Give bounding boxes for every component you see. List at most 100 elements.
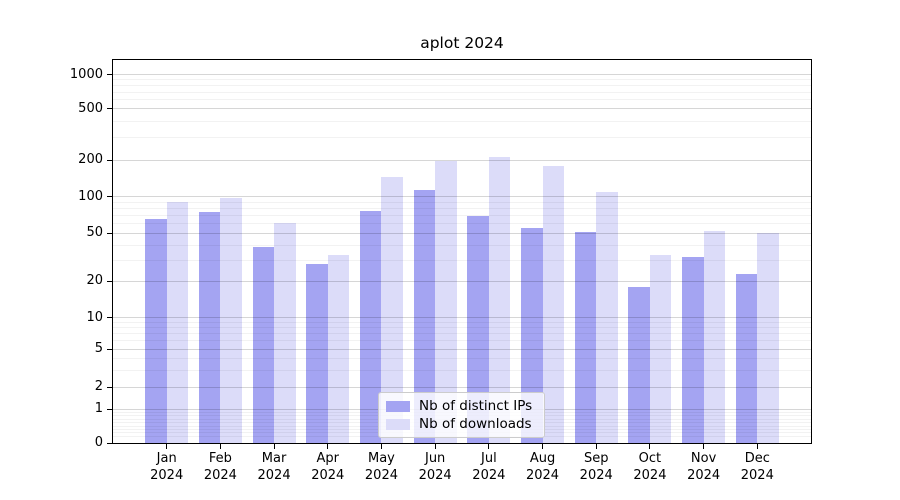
bar-ips-oct: [628, 287, 650, 443]
y-tick: [107, 196, 113, 198]
x-tick: [756, 444, 758, 449]
gridline-major: [113, 196, 811, 198]
x-tick: [380, 444, 382, 449]
bar-ips-mar: [252, 246, 275, 443]
x-tick: [434, 444, 436, 449]
bar-downloads-jan: [166, 201, 189, 443]
y-tick: [107, 108, 113, 110]
x-tick: [542, 444, 544, 449]
x-tick: [273, 444, 275, 449]
bar-ips-feb: [198, 212, 221, 443]
gridline-minor: [113, 215, 811, 217]
x-tick: [649, 444, 651, 449]
y-tick-label: 1: [94, 401, 103, 417]
x-tick: [327, 444, 329, 449]
gridline-major: [113, 232, 811, 234]
x-tick: [488, 444, 490, 449]
bar-ips-jul: [467, 215, 489, 443]
y-tick-label: 20: [86, 273, 103, 289]
legend-row-downloads: Nb of downloads: [386, 416, 536, 432]
gridline-minor: [113, 357, 811, 359]
y-tick-label: 200: [78, 152, 103, 168]
y-tick-label: 50: [86, 225, 103, 241]
x-tick-label: Jun 2024: [418, 451, 452, 483]
gridline-major: [113, 317, 811, 319]
y-tick-label: 10: [86, 309, 103, 325]
bar-downloads-oct: [649, 255, 672, 443]
gridline-minor: [113, 327, 811, 329]
legend-swatch-downloads: [386, 418, 410, 430]
gridline-major: [113, 159, 811, 161]
gridline-major: [113, 108, 811, 110]
gridline-minor: [113, 202, 811, 204]
gridline-minor: [113, 208, 811, 210]
gridline-minor: [113, 340, 811, 342]
y-tick-label: 500: [78, 100, 103, 116]
gridline-minor: [113, 223, 811, 225]
x-tick-label: Dec 2024: [740, 451, 774, 483]
gridline-minor: [113, 333, 811, 335]
bar-downloads-jul: [488, 157, 511, 443]
bar-downloads-may: [381, 176, 403, 443]
y-tick: [107, 159, 113, 161]
y-tick-label: 1000: [69, 66, 103, 82]
legend-swatch-ips: [386, 400, 410, 412]
x-tick-label: Feb 2024: [203, 451, 237, 483]
x-tick-label: Aug 2024: [525, 451, 560, 483]
bar-downloads-sep: [596, 191, 618, 443]
bar-downloads-nov: [703, 231, 726, 443]
y-tick-label: 5: [94, 341, 103, 356]
gridline-minor: [113, 91, 811, 93]
x-tick: [219, 444, 221, 449]
y-tick: [107, 442, 113, 444]
bar-ips-nov: [682, 256, 704, 443]
y-tick-label: 2: [94, 379, 103, 394]
bar-ips-may: [359, 210, 382, 443]
y-tick: [107, 232, 113, 234]
y-tick-label: 100: [78, 188, 103, 204]
y-tick: [107, 386, 113, 388]
legend-label-downloads: Nb of downloads: [419, 416, 532, 432]
gridline-minor: [113, 369, 811, 371]
chart-title: aplot 2024: [420, 34, 504, 52]
x-tick-label: Nov 2024: [687, 451, 721, 483]
bar-ips-jun: [413, 189, 436, 443]
bar-downloads-apr: [327, 255, 350, 443]
legend-label-ips: Nb of distinct IPs: [419, 398, 533, 414]
bar-downloads-jun: [435, 160, 457, 443]
x-tick-label: May 2024: [364, 451, 398, 483]
gridline-minor: [113, 137, 811, 139]
x-tick: [595, 444, 597, 449]
x-tick: [166, 444, 168, 449]
bar-downloads-mar: [274, 223, 296, 443]
gridline-minor: [113, 322, 811, 324]
bar-downloads-dec: [757, 233, 779, 443]
y-tick: [107, 348, 113, 350]
gridline-minor: [113, 120, 811, 122]
bar-ips-sep: [574, 232, 597, 443]
gridline-major: [113, 280, 811, 282]
gridline-minor: [113, 79, 811, 81]
x-tick-label: Oct 2024: [633, 451, 667, 483]
bar-ips-aug: [521, 227, 543, 443]
x-tick-label: Sep 2024: [579, 451, 613, 483]
gridline-minor: [113, 244, 811, 246]
gridline-minor: [113, 85, 811, 87]
bar-ips-jan: [145, 218, 167, 443]
x-tick-label: Jan 2024: [150, 451, 184, 483]
y-tick: [107, 408, 113, 410]
bar-ips-apr: [306, 263, 328, 443]
bar-downloads-feb: [220, 198, 242, 443]
legend-row-ips: Nb of distinct IPs: [386, 398, 536, 414]
legend: Nb of distinct IPs Nb of downloads: [378, 392, 545, 438]
x-tick-label: Jul 2024: [472, 451, 506, 483]
bar-ips-dec: [735, 274, 758, 443]
bar-downloads-aug: [542, 165, 565, 443]
y-tick: [107, 74, 113, 76]
gridline-major: [113, 386, 811, 388]
x-tick-label: Mar 2024: [257, 451, 291, 483]
gridline-minor: [113, 99, 811, 101]
gridline-major: [113, 348, 811, 350]
gridline-major: [113, 74, 811, 76]
